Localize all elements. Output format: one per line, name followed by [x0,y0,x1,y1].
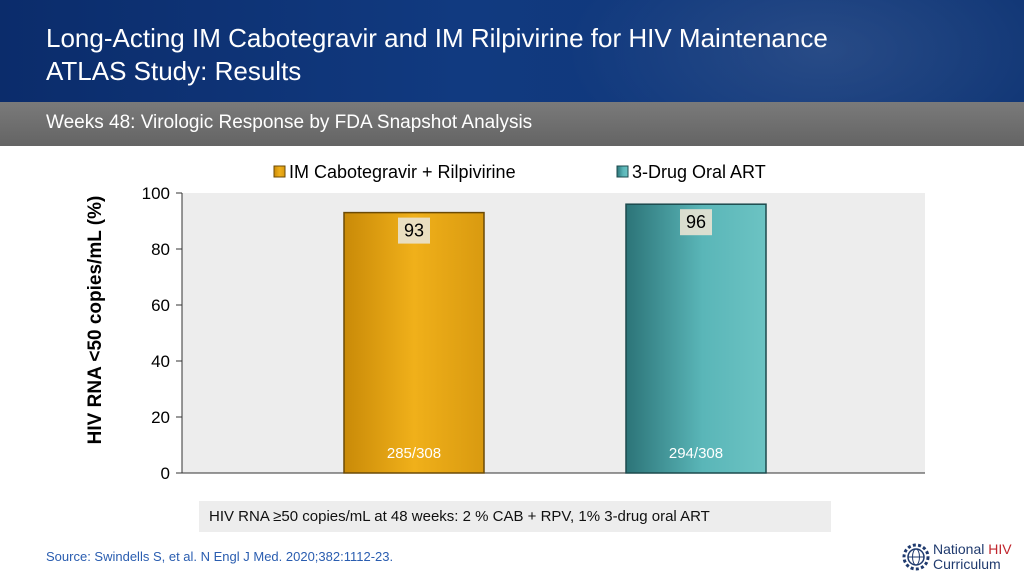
chart-legend: IM Cabotegravir + Rilpivirine 3-Drug Oral… [273,162,766,182]
national-hiv-curriculum-logo: National HIV Curriculum [902,541,1020,573]
footnote-box: HIV RNA ≥50 copies/mL at 48 weeks: 2 % C… [199,501,831,532]
slide-title-line1: Long-Acting IM Cabotegravir and IM Rilpi… [46,23,828,53]
plot-area [182,193,925,473]
source-citation[interactable]: Source: Swindells S, et al. N Engl J Med… [46,549,394,564]
slide-title-line2: ATLAS Study: Results [46,56,302,86]
logo-text: National HIV Curriculum [933,542,1012,572]
subtitle-bar [0,102,1024,146]
logo-word-national: National [933,541,985,557]
bar-count-label: 285/308 [387,445,441,462]
legend-swatch [273,165,286,178]
bars: 93 285/308 96 294/308 [343,203,767,474]
y-tick-label: 40 [151,352,170,371]
y-tick-label: 20 [151,408,170,427]
data-label-background [398,217,430,244]
slide-title: Long-Acting IM Cabotegravir and IM Rilpi… [46,22,986,88]
data-label-background [680,209,712,236]
y-axis-label: HIV RNA <50 copies/mL (%) [85,196,106,445]
bar [625,203,767,474]
bar-count-label: 294/308 [669,445,723,462]
legend-label: IM Cabotegravir + Rilpivirine [289,162,516,182]
logo-word-hiv: HIV [988,541,1012,557]
data-label: 93 [404,221,424,241]
y-tick-label: 100 [142,184,170,203]
bar-chart: IM Cabotegravir + Rilpivirine 3-Drug Oral… [85,162,925,483]
y-tick-label: 60 [151,296,170,315]
y-tick-label: 80 [151,240,170,259]
legend-swatch [616,165,629,178]
slide-subtitle: Weeks 48: Virologic Response by FDA Snap… [46,112,533,133]
slide-header: Long-Acting IM Cabotegravir and IM Rilpi… [0,0,1024,102]
y-tick-label: 0 [161,464,170,483]
legend-label: 3-Drug Oral ART [632,162,766,182]
y-axis: 0 20 40 60 80 100 [142,184,925,483]
logo-word-curriculum: Curriculum [933,556,1001,572]
gear-globe-icon [902,543,930,571]
bar [343,211,485,474]
data-label: 96 [686,212,706,232]
